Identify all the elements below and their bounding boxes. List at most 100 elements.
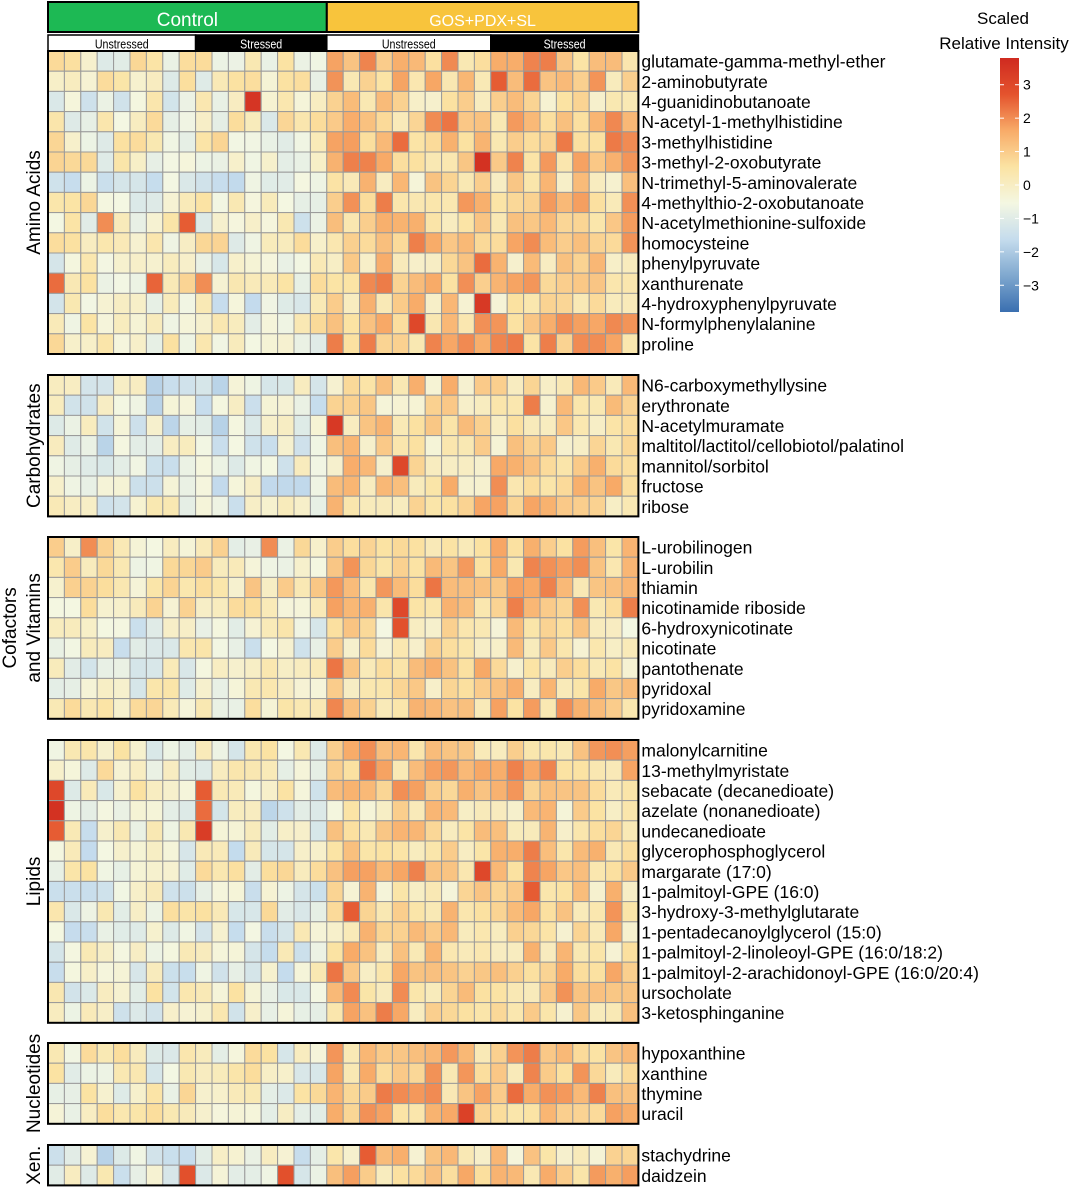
cell-n-acetylmuramate-26 [473,414,492,437]
cell-1-palmitoyl-2-arachidonoyl-gpe-16-0-20-4-30 [539,961,557,983]
cell-ribose-9 [195,495,213,517]
cell-ribose-25 [457,495,475,517]
cell-n-trimethyl-5-aminovalerate-10 [211,171,229,193]
cell-n-acetyl-1-methylhistidine-4 [113,111,131,133]
subgroup-label-stressed-3: Stressed [544,36,586,51]
cell-ribose-12 [244,495,262,517]
cell-sebacate-decanedioate-1 [63,779,82,802]
block-carbohydrates [47,374,639,517]
cell-n-acetyl-1-methylhistidine-28 [506,111,525,133]
cell-pyridoxamine-21 [391,698,410,720]
cell-4-methylthio-2-oxobutanoate-5 [129,191,147,214]
cell-proline-29 [523,333,541,355]
cell-1-palmitoyl-2-arachidonoyl-gpe-16-0-20-4-9 [195,961,213,983]
row-label-undecanedioate: undecanedioate [641,821,766,841]
cell-hypoxanthine-32 [572,1042,590,1064]
cell-n-acetyl-1-methylhistidine-20 [375,111,393,133]
cell-4-methylthio-2-oxobutanoate-35 [621,191,639,214]
cell-thymine-31 [555,1082,574,1105]
cell-daidzein-4 [113,1164,131,1186]
cell-pyridoxamine-11 [227,698,246,720]
cell-1-palmitoyl-2-arachidonoyl-gpe-16-0-20-4-2 [80,961,98,983]
cell-glycerophosphoglycerol-9 [195,840,213,862]
cell-13-methylmyristate-29 [523,759,541,781]
cell-nicotinate-15 [293,637,311,659]
cell-thymine-7 [162,1082,180,1105]
cell-fructose-34 [605,475,623,497]
cell-n-acetylmuramate-7 [162,414,180,437]
cell-l-urobilin-31 [555,556,574,578]
cell-daidzein-22 [408,1164,426,1186]
cell-n-acetylmuramate-5 [129,414,147,437]
cell-n-acetylmethionine-sulfoxide-15 [293,212,311,234]
cell-hypoxanthine-0 [47,1042,65,1064]
cell-4-hydroxyphenylpyruvate-16 [309,292,328,315]
cell-6-hydroxynicotinate-11 [227,617,246,639]
cell-n6-carboxymethyllysine-33 [588,374,607,396]
cell-thymine-11 [227,1082,246,1105]
cell-l-urobilinogen-3 [96,536,115,558]
cell-n-acetyl-1-methylhistidine-15 [293,111,311,133]
cell-n-formylphenylalanine-4 [113,313,131,335]
cell-13-methylmyristate-2 [80,759,98,781]
cell-nicotinamide-riboside-4 [113,597,131,619]
cell-nicotinamide-riboside-11 [227,597,246,619]
cell-n-acetylmuramate-25 [457,414,475,437]
cell-pantothenate-9 [195,657,213,679]
cell-1-pentadecanoylglycerol-15-0-28 [506,921,525,943]
cell-6-hydroxynicotinate-10 [211,617,229,639]
cell-ursocholate-35 [621,981,639,1004]
cell-thymine-16 [309,1082,328,1105]
cell-thymine-4 [113,1082,131,1105]
cell-4-methylthio-2-oxobutanoate-16 [309,191,328,214]
cell-phenylpyruvate-0 [47,252,65,274]
cell-thiamin-11 [227,576,246,599]
cell-3-methyl-2-oxobutyrate-0 [47,151,65,173]
cell-margarate-17-0-27 [490,860,508,882]
cell-proline-28 [506,333,525,355]
cell-xanthine-33 [588,1062,607,1084]
cell-3-methylhistidine-31 [555,131,574,153]
cell-proline-14 [277,333,295,355]
cell-glycerophosphoglycerol-17 [326,840,344,862]
cell-l-urobilinogen-14 [277,536,295,558]
cell-thiamin-16 [309,576,328,599]
cell-azelate-nonanedioate-20 [375,800,393,822]
cell-pyridoxal-28 [506,677,525,700]
cell-malonylcarnitine-4 [113,739,131,761]
cell-malonylcarnitine-24 [441,739,459,761]
cell-n-acetylmuramate-3 [96,414,115,437]
cell-4-guanidinobutanoate-32 [572,90,590,113]
cell-1-pentadecanoylglycerol-15-0-12 [244,921,262,943]
cell-4-methylthio-2-oxobutanoate-8 [178,191,197,214]
cell-hypoxanthine-16 [309,1042,328,1064]
cell-margarate-17-0-31 [555,860,574,882]
cell-pantothenate-20 [375,657,393,679]
cell-thymine-0 [47,1082,65,1105]
cell-pantothenate-23 [424,657,443,679]
cell-xanthurenate-15 [293,272,311,294]
cell-malonylcarnitine-17 [326,739,344,761]
cell-3-methylhistidine-34 [605,131,623,153]
cell-erythronate-1 [63,394,82,416]
cell-4-guanidinobutanoate-12 [244,90,262,113]
cell-1-pentadecanoylglycerol-15-0-27 [490,921,508,943]
cell-stachydrine-35 [621,1144,639,1166]
cell-l-urobilin-24 [441,556,459,578]
cell-l-urobilinogen-17 [326,536,344,558]
cell-n6-carboxymethyllysine-19 [359,374,377,396]
cell-13-methylmyristate-6 [145,759,164,781]
cell-nicotinamide-riboside-23 [424,597,443,619]
cell-homocysteine-12 [244,232,262,254]
cell-uracil-0 [47,1103,65,1125]
cell-homocysteine-6 [145,232,164,254]
cell-uracil-27 [490,1103,508,1125]
cell-fructose-26 [473,475,492,497]
cell-undecanedioate-18 [342,820,361,842]
cell-1-palmitoyl-2-arachidonoyl-gpe-16-0-20-4-17 [326,961,344,983]
cell-1-pentadecanoylglycerol-15-0-8 [178,921,197,943]
cell-3-ketosphinganine-28 [506,1002,525,1024]
cell-proline-32 [572,333,590,355]
cell-l-urobilinogen-20 [375,536,393,558]
cell-3-methylhistidine-9 [195,131,213,153]
